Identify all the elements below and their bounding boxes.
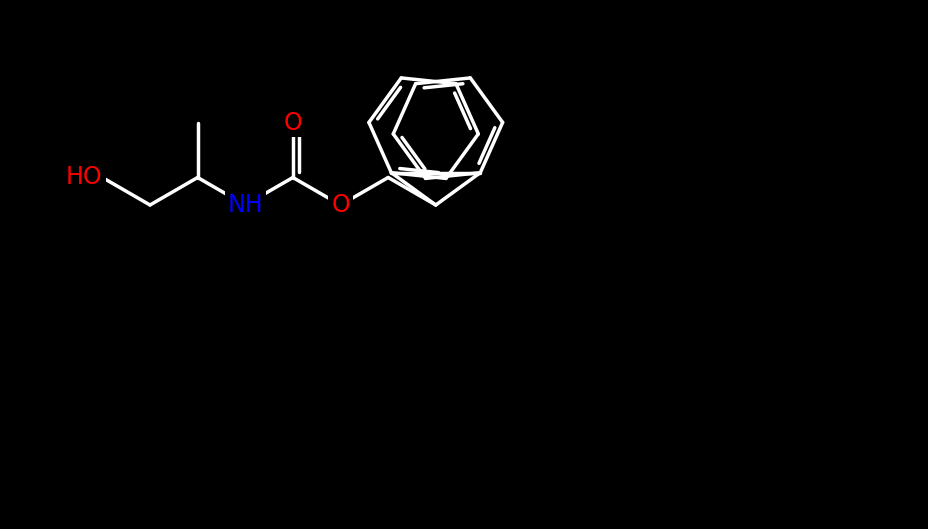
Text: NH: NH [227, 193, 263, 217]
Text: O: O [330, 193, 350, 217]
Text: O: O [283, 111, 302, 134]
Text: HO: HO [66, 166, 103, 189]
